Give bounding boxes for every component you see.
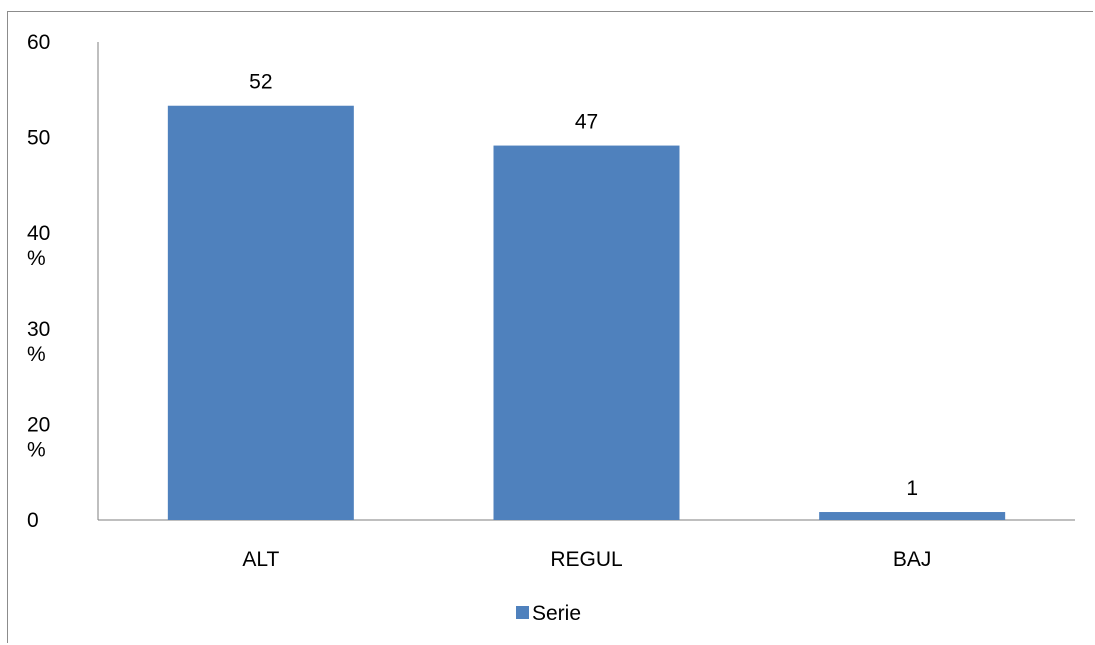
data-label: 52 — [249, 71, 272, 94]
y-tick-label: 60 — [27, 31, 50, 54]
x-tick-label: BAJ — [893, 548, 932, 571]
y-tick-label: 20% — [27, 413, 50, 461]
data-label: 47 — [575, 111, 598, 134]
y-tick-label: 30% — [27, 318, 50, 366]
bar-alt — [167, 105, 354, 520]
bar-regul — [493, 145, 680, 521]
legend-label: Serie — [532, 602, 581, 625]
chart-frame — [7, 11, 1093, 643]
y-tick-label: 0 — [27, 509, 39, 532]
data-label: 1 — [906, 477, 918, 500]
y-tick-label: 50 — [27, 127, 50, 150]
x-tick-label: ALT — [242, 548, 279, 571]
bar-baj — [819, 512, 1006, 520]
y-tick-label: 40% — [27, 222, 50, 270]
legend-swatch — [516, 606, 529, 619]
x-tick-label: REGUL — [550, 548, 622, 571]
